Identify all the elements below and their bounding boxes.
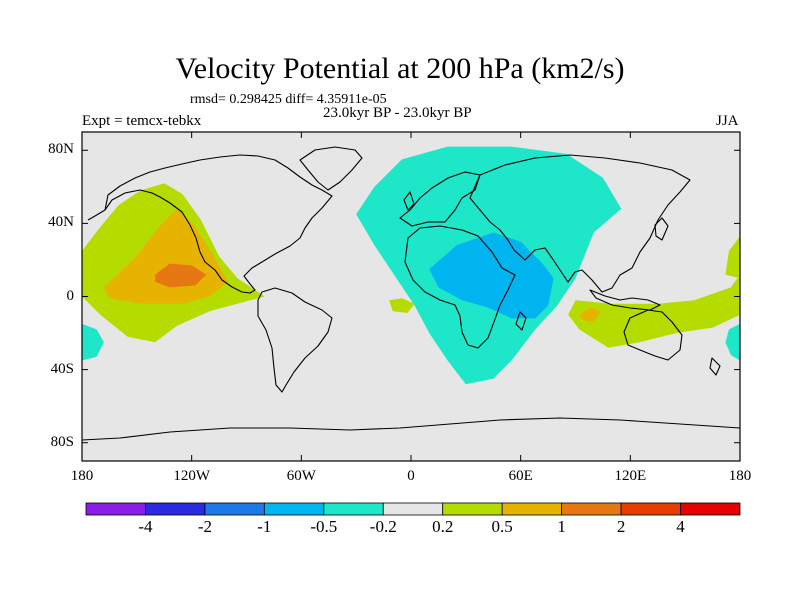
figure-title: Velocity Potential at 200 hPa (km2/s) [175, 52, 625, 85]
y-tick-label-80s: 80S [50, 433, 74, 450]
coast-asia [469, 154, 691, 293]
coast-antarctica [81, 417, 741, 441]
colorbar-swatch [323, 502, 384, 516]
colorbar-swatch [204, 502, 265, 516]
coast-new-zealand [709, 357, 721, 376]
colorbar-swatch [501, 502, 563, 516]
colorbar-label: -0.5 [310, 517, 338, 536]
coastlines [81, 146, 741, 441]
x-tick-label-60w: 60W [286, 468, 316, 484]
coast-madagascar [515, 311, 527, 331]
colorbar-swatch [442, 502, 503, 516]
x-tick-label-120e: 120E [614, 468, 647, 484]
coast-north-america [104, 154, 333, 294]
x-tick-label-60e: 60E [508, 468, 533, 484]
coast-south-america [257, 287, 333, 393]
region-atlantic-small-positive-0.2 [389, 298, 415, 313]
season-label: JJA [716, 113, 739, 129]
colorbar-label: -1 [257, 517, 272, 536]
x-tick-label-0: 0 [407, 468, 415, 484]
coast-europe [399, 171, 481, 227]
y-tick-label-80n: 80N [48, 141, 74, 158]
region-east-edge-positive-0.2 [725, 236, 740, 279]
coast-alaska [87, 209, 106, 221]
x-tick-label-180w: 180 [70, 468, 94, 484]
colorbar-swatch [85, 502, 146, 516]
axis-ticks [81, 132, 741, 461]
coast-japan [654, 217, 669, 241]
experiment-label: Expt = temcx-tebkx [82, 113, 202, 129]
colorbar-swatch [620, 502, 681, 516]
y-tick-label-40s: 40S [50, 360, 74, 377]
period-line: 23.0kyr BP - 23.0kyr BP [323, 105, 472, 121]
colorbar-label: 2 [616, 517, 626, 536]
x-tick-label-180e: 180 [728, 468, 752, 484]
colorbar-label: -2 [197, 517, 212, 536]
region-southwest-pacific-negative-0.2 [82, 323, 104, 361]
colorbar-swatch [561, 502, 622, 516]
colorbar-label: 0.2 [432, 517, 454, 536]
colorbar-label: 1 [557, 517, 566, 536]
colorbar-swatch [145, 502, 206, 516]
map-frame [81, 131, 741, 462]
region-southeast-pacific-edge-negative-0.2 [725, 323, 740, 361]
colorbar [85, 502, 741, 516]
region-eastern-pacific-positive-1 [155, 263, 207, 288]
region-west-pacific-positive-0.5 [579, 307, 602, 323]
colorbar-label: 0.5 [491, 517, 513, 536]
colorbar-swatch [263, 502, 325, 516]
colorbar-label: -4 [138, 517, 153, 536]
colorbar-swatch [680, 502, 741, 516]
contour-regions [82, 146, 740, 385]
y-tick-label-40n: 40N [48, 214, 74, 231]
colorbar-label: 4 [676, 517, 685, 536]
x-tick-label-120w: 120W [173, 468, 210, 484]
colorbar-label: -0.2 [369, 517, 397, 536]
coast-greenland [299, 146, 363, 191]
region-africa-arabia-negative-0.5 [429, 232, 554, 319]
y-tick-label-eq: 0 [66, 287, 75, 304]
stats-line: rmsd= 0.298425 diff= 4.35911e-05 [190, 92, 387, 107]
coast-uk [403, 191, 415, 211]
coast-maritime-continent [589, 289, 661, 311]
coast-australia [623, 309, 683, 361]
colorbar-swatch [382, 502, 444, 516]
coast-africa [404, 225, 516, 349]
